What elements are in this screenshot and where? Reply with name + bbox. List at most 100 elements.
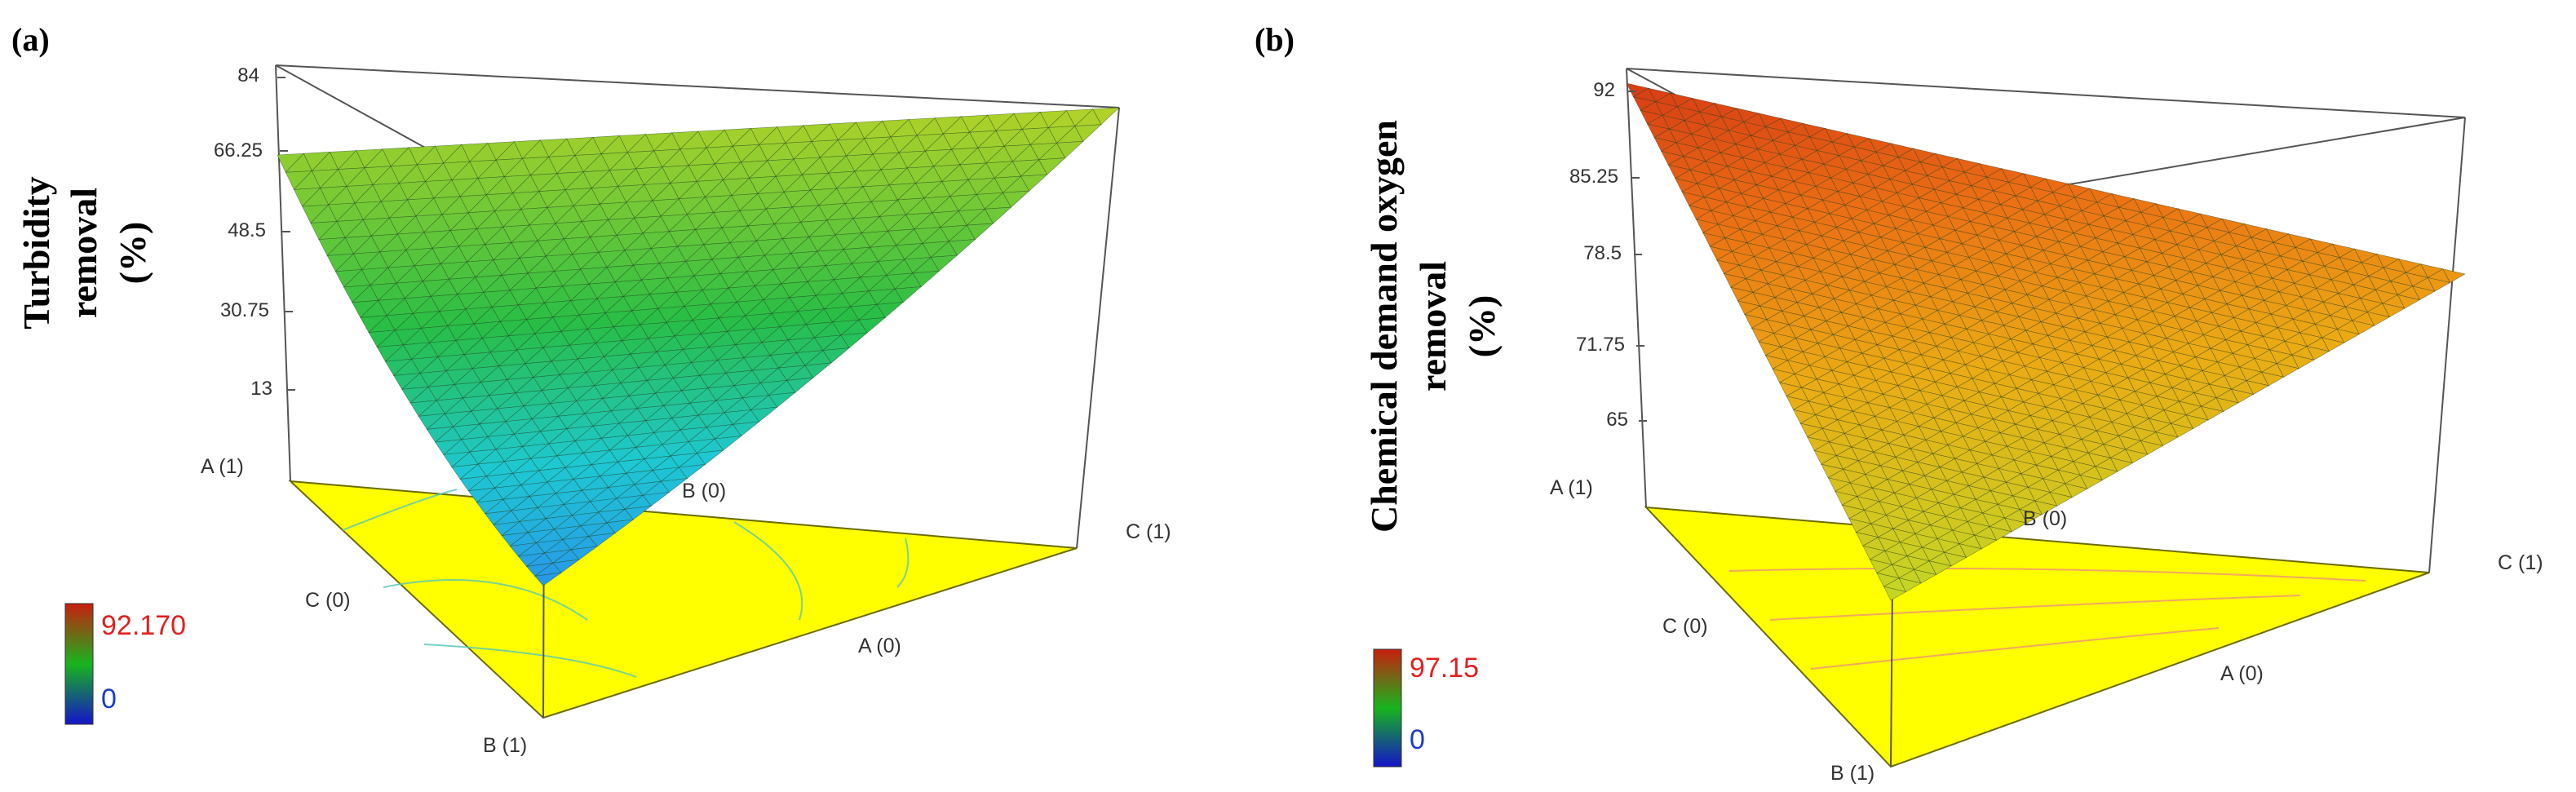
colorbar-min-label: 0 [101,684,117,715]
surface-facet [2065,483,2088,498]
surface-facet [894,286,923,303]
surface-facet [678,463,706,479]
surface-facet [2200,405,2224,421]
surface-facet [2004,517,2028,533]
colorbar-gradient [64,603,94,725]
svg-text:Turbidity: Turbidity [15,176,57,330]
surface-facet [1056,140,1084,159]
vertex-label: C (0) [305,589,351,612]
surface-facet [1020,174,1048,192]
surface-facet [2306,346,2330,361]
bounding-box-a [275,64,1120,719]
panel-a-turbidity: (a) Turbidity removal (%) [11,21,1171,757]
surface-facet [2215,397,2239,412]
vertex-label: A (0) [858,635,901,657]
surface-facet [840,332,869,349]
panel-b-cod: (b) Chemical demand oxygen removal (%) 9… [1255,21,2543,785]
surface-facet [1883,586,1907,601]
surface-facet [588,533,617,547]
surface-facet [984,206,1012,224]
surface-facet [822,347,851,364]
z-tick: 71.75 [1576,334,1625,356]
surface-facet [2140,440,2164,455]
vertex-label: B (1) [483,734,527,757]
surface-facet [2291,354,2315,369]
vertex-label: A (1) [1550,476,1593,499]
surface-facet [2095,466,2118,481]
surface-facet [732,421,760,437]
surface-facet [2276,363,2300,378]
floor-contours-a [342,489,910,678]
colorbar-a: 92.170 0 [64,603,186,725]
surface-facet [2336,329,2361,343]
surface-facet [1944,551,1967,567]
surface-facet [858,317,887,334]
z-tick: 30.75 [220,299,269,321]
z-tick: 65 [1606,409,1628,431]
z-tick: 85.25 [1569,166,1618,188]
vertex-label: C (1) [1126,520,1171,543]
vertex-label: B (1) [1830,762,1874,785]
surface-facet [2155,431,2179,446]
surface-facet [552,559,580,573]
z-axis-a: 84 66.25 48.5 30.75 13 [214,64,295,400]
surface-facet [714,436,742,451]
surface-facet [768,392,796,408]
surface-facet [2321,337,2345,352]
surface-facet [2397,294,2421,309]
surface-facet [948,239,976,256]
colorbar-max-label: 92.170 [101,610,186,641]
vertex-label: A (1) [201,455,244,478]
z-axis-b: 92 85.25 78.5 71.75 65 [1569,79,1647,431]
vertex-label: A (0) [2220,662,2264,685]
surface-facet [1898,577,1922,592]
z-axis-title-a: Turbidity removal (%) [15,176,153,330]
surface-facet [2427,277,2451,292]
surface-facet [570,546,599,560]
surface-facet [1989,526,2013,541]
surface-facet [2125,449,2149,464]
surface-facet [2231,388,2255,404]
surface-facet [2246,380,2270,395]
surface-facet [804,362,832,378]
surface-facet [624,505,653,520]
surface-facet [912,270,941,287]
panel-label-a: (a) [11,21,50,58]
surface-facet [2049,492,2074,507]
z-axis-title-b: Chemical demand oxygen removal (%) [1363,120,1503,533]
surface-facet [1959,543,1983,558]
z-tick: 84 [237,64,259,86]
vertex-label: C (0) [1662,615,1708,638]
vertex-label: B (0) [682,480,726,502]
vertex-label: B (0) [2023,507,2067,530]
surface-facet [750,406,778,423]
svg-text:removal: removal [1412,261,1454,392]
surface-facet [660,478,688,493]
response-surface-b [1626,82,2466,601]
z-tick: 92 [1593,79,1615,101]
surface-facet [2079,475,2104,489]
surface-facet [966,223,994,240]
surface-facet [534,572,562,586]
surface-facet [1974,534,1998,550]
svg-text:(%): (%) [1461,295,1503,358]
colorbar-gradient [1373,648,1402,768]
z-tick: 13 [250,378,272,400]
surface-facet [1092,107,1120,126]
surface-facet [2109,457,2134,472]
surface-facet [2442,268,2466,283]
surface-facet [2261,371,2285,387]
surface-facet [2185,414,2209,429]
surface-facet [1002,190,1030,208]
surface-facet [2170,423,2194,438]
floor-triangle-a [288,480,1078,719]
surface-facet [2352,320,2375,335]
panel-label-b: (b) [1255,21,1295,58]
surface-facet [2412,285,2436,301]
surface-facet [876,302,905,318]
surface-facet [2034,500,2058,515]
surface-facet [1928,560,1952,575]
z-tick: 48.5 [228,219,266,241]
colorbar-b: 97.15 0 [1373,648,1479,768]
surface-facet [1074,124,1102,142]
